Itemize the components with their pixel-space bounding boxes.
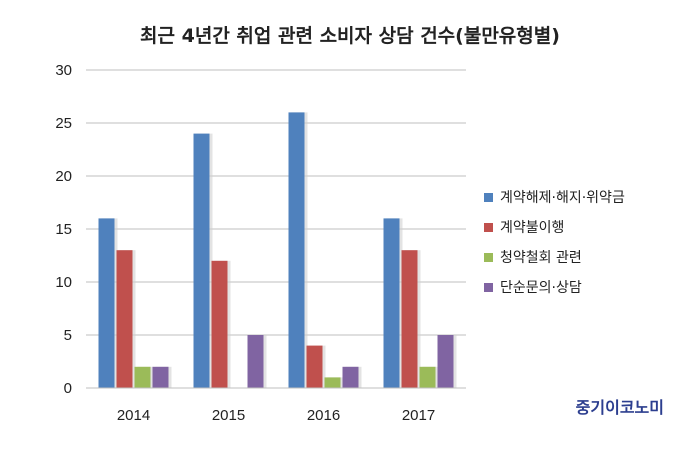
y-tick-label: 5 (64, 327, 72, 344)
y-axis: 0 5 10 15 20 25 30 (55, 62, 72, 397)
bar-2017-series-2 (419, 366, 436, 388)
legend-swatch (484, 283, 493, 292)
y-tick-label: 10 (55, 274, 72, 291)
bar-2017-series-1 (401, 250, 418, 388)
bar-2017-series-0 (383, 218, 400, 388)
bar-2016-series-1 (306, 345, 323, 388)
bar-2014-series-1 (116, 250, 133, 388)
bar-2015-series-1 (211, 260, 228, 388)
y-tick-label: 0 (64, 380, 72, 397)
bar-2016-series-0 (288, 112, 305, 389)
bar-2015-series-0 (193, 133, 210, 388)
bar-2015-series-3 (247, 335, 264, 388)
y-tick-label: 30 (55, 62, 72, 79)
legend-label: 단순문의·상담 (500, 280, 582, 296)
legend-label: 계약불이행 (500, 220, 564, 236)
x-tick-label: 2016 (307, 407, 340, 424)
x-tick-label: 2017 (402, 407, 435, 424)
legend-swatch (484, 223, 493, 232)
x-tick-label: 2015 (212, 407, 245, 424)
bars (98, 112, 457, 389)
legend-label: 청약철회 관련 (500, 250, 582, 266)
y-tick-label: 20 (55, 168, 72, 185)
chart-title: 최근 4년간 취업 관련 소비자 상담 건수(불만유형별) (140, 25, 560, 47)
bar-2014-series-2 (134, 366, 151, 388)
legend-label: 계약해제·해지·위약금 (500, 190, 625, 206)
bar-2014-series-3 (152, 366, 169, 388)
bar-2016-series-3 (342, 366, 359, 388)
legend-swatch (484, 193, 493, 202)
legend-swatch (484, 253, 493, 262)
y-tick-label: 15 (55, 221, 72, 238)
x-tick-label: 2014 (117, 407, 150, 424)
bar-2016-series-2 (324, 377, 341, 388)
y-tick-label: 25 (55, 115, 72, 132)
source-label: 중기이코노미 (576, 398, 664, 417)
bar-2017-series-3 (437, 335, 454, 388)
x-axis: 2014 2015 2016 2017 (117, 407, 435, 424)
bar-2014-series-0 (98, 218, 115, 388)
